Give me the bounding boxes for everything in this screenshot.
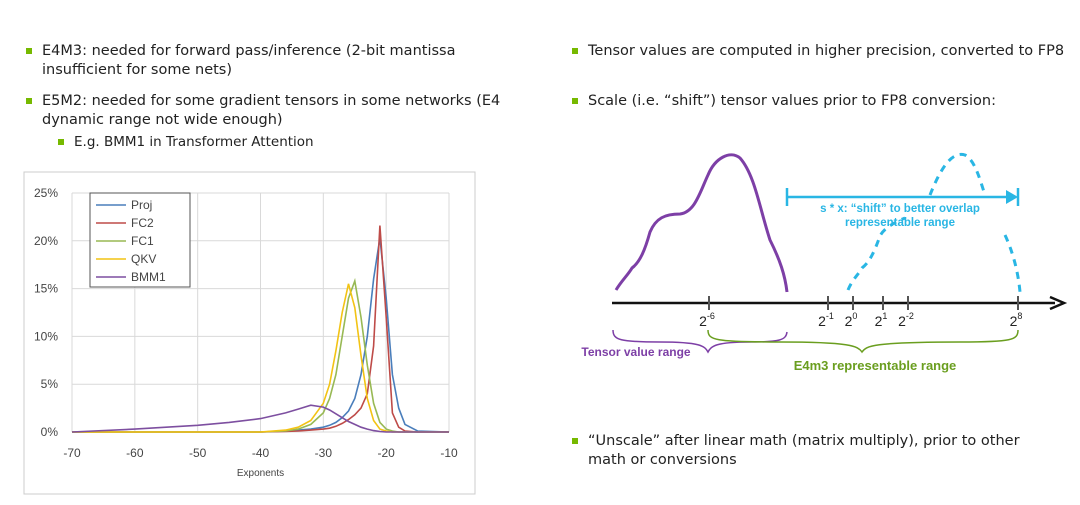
axis-tick-label: 2-6 (699, 311, 715, 329)
axis-tick-label: 28 (1010, 311, 1023, 329)
tick-exponent: -1 (826, 311, 834, 321)
bullet: Scale (i.e. “shift”) tensor values prior… (570, 92, 1068, 111)
shift-arrow (1006, 190, 1018, 204)
sub-bullet: E.g. BMM1 in Transformer Attention (56, 133, 314, 152)
tick-exponent: 0 (852, 311, 857, 321)
x-tick-label: -10 (440, 446, 458, 460)
x-tick-label: -30 (315, 446, 333, 460)
x-tick-label: -50 (189, 446, 207, 460)
y-tick-label: 5% (41, 377, 59, 391)
bracket (707, 329, 1019, 354)
tick-base: 2 (699, 313, 707, 329)
y-tick-label: 0% (41, 425, 59, 439)
y-tick-label: 10% (34, 329, 58, 343)
x-tick-label: -40 (252, 446, 270, 460)
tick-base: 2 (845, 313, 853, 329)
tick-exponent: 1 (882, 311, 887, 321)
tick-base: 2 (898, 313, 906, 329)
tick-exponent: 8 (1017, 311, 1022, 321)
legend-label: FC2 (131, 216, 154, 230)
legend-label: BMM1 (131, 270, 166, 284)
annotation: representable range (845, 217, 955, 229)
diagram: s * x: “shift” to better overlap represe… (581, 152, 1068, 373)
legend-label: QKV (131, 252, 156, 266)
tick-base: 2 (1010, 313, 1018, 329)
bullet: Tensor values are computed in higher pre… (570, 42, 1068, 61)
tick-exponent: -2 (906, 311, 914, 321)
bullet: E4M3: needed for forward pass/inference … (24, 42, 532, 80)
x-tick-label: -70 (63, 446, 81, 460)
line-series (71, 404, 449, 433)
x-axis-title: Exponents (237, 468, 284, 479)
tick-base: 2 (818, 313, 826, 329)
axis-tick-label: 20 (845, 311, 858, 329)
shifted-curve (846, 152, 1022, 293)
chart-frame (23, 171, 476, 495)
annotation: Tensor value range (581, 345, 690, 359)
axis-tick-label: 21 (875, 311, 888, 329)
y-tick-label: 20% (34, 234, 58, 248)
legend-label: FC1 (131, 234, 154, 248)
bullet: “Unscale” after linear math (matrix mult… (570, 432, 1048, 470)
y-tick-label: 15% (34, 282, 58, 296)
legend-box (89, 192, 191, 288)
tick-base: 2 (875, 313, 883, 329)
y-tick-label: 25% (34, 186, 58, 200)
tick-exponent: -6 (707, 311, 715, 321)
axis-tick-label: 2-2 (898, 311, 914, 329)
x-tick-label: -60 (126, 446, 144, 460)
legend-label: Proj (131, 198, 152, 212)
bullet: E5M2: needed for some gradient tensors i… (24, 92, 542, 130)
x-tick-label: -20 (377, 446, 395, 460)
annotation: E4m3 representable range (794, 358, 957, 373)
axis-tick-label: 2-1 (818, 311, 834, 329)
tensor-curve (614, 153, 789, 293)
annotation: s * x: “shift” to better overlap (820, 203, 980, 215)
arrow-head (1049, 295, 1068, 311)
